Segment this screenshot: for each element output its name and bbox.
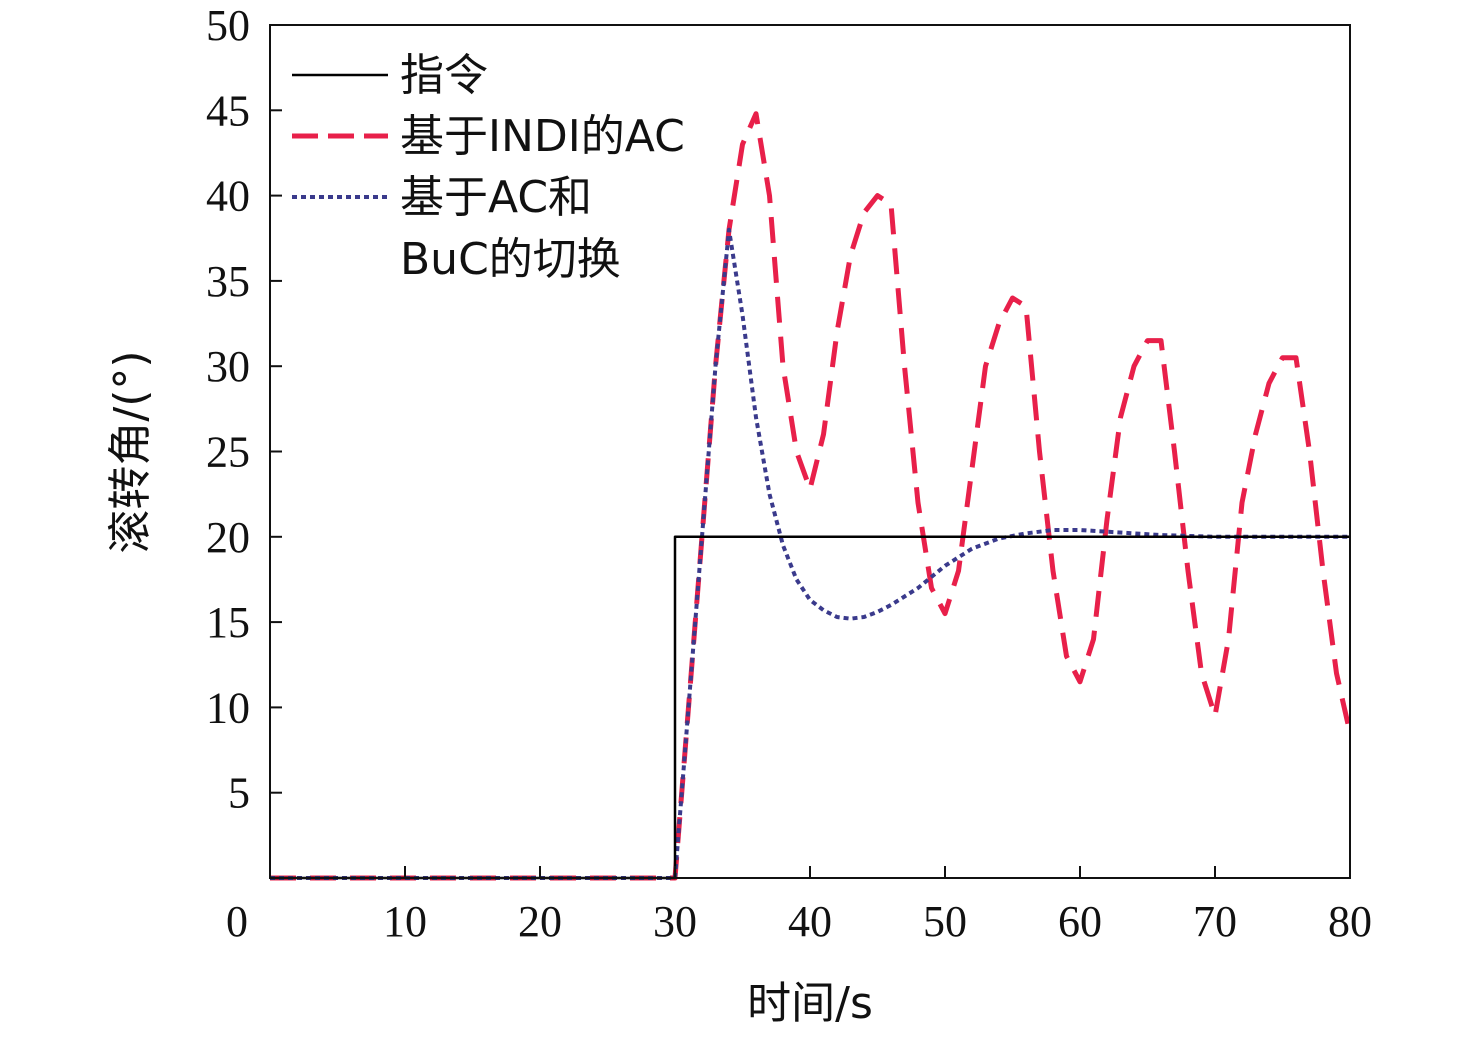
y-tick-label: 25 xyxy=(206,428,250,477)
legend-label-1: 基于INDI的AC xyxy=(400,111,685,162)
y-tick-label: 5 xyxy=(228,769,250,818)
x-tick-label: 40 xyxy=(788,897,832,946)
series-layer xyxy=(270,111,1353,881)
series-line-2 xyxy=(270,227,1350,880)
y-tick-label: 10 xyxy=(206,683,250,732)
y-tick-label: 20 xyxy=(206,513,250,562)
y-tick-label: 30 xyxy=(206,342,250,391)
series-line-1 xyxy=(270,111,1353,881)
x-tick-label: 0 xyxy=(226,897,248,946)
ticks-layer: 0 10 20 30 40 50 60 70 80 5 10 15 20 25 30 35 40 45 50 xyxy=(206,1,1372,946)
x-tick-label: 10 xyxy=(383,897,427,946)
y-axis-title: 滚转角/(°) xyxy=(105,350,156,553)
x-tick-label: 80 xyxy=(1328,897,1372,946)
x-tick-label: 70 xyxy=(1193,897,1237,946)
x-tick-label: 20 xyxy=(518,897,562,946)
y-tick-label: 40 xyxy=(206,172,250,221)
x-tick-label: 50 xyxy=(923,897,967,946)
x-tick-label: 60 xyxy=(1058,897,1102,946)
y-tick-label: 45 xyxy=(206,86,250,135)
legend-label-0: 指令 xyxy=(400,50,488,101)
y-tick-label: 50 xyxy=(206,1,250,50)
y-tick-label: 35 xyxy=(206,257,250,306)
legend-label-2: 基于AC和 BuC的切换 xyxy=(400,172,621,285)
y-tick-label: 15 xyxy=(206,598,250,647)
x-tick-label: 30 xyxy=(653,897,697,946)
x-axis-title: 时间/s xyxy=(747,978,873,1029)
